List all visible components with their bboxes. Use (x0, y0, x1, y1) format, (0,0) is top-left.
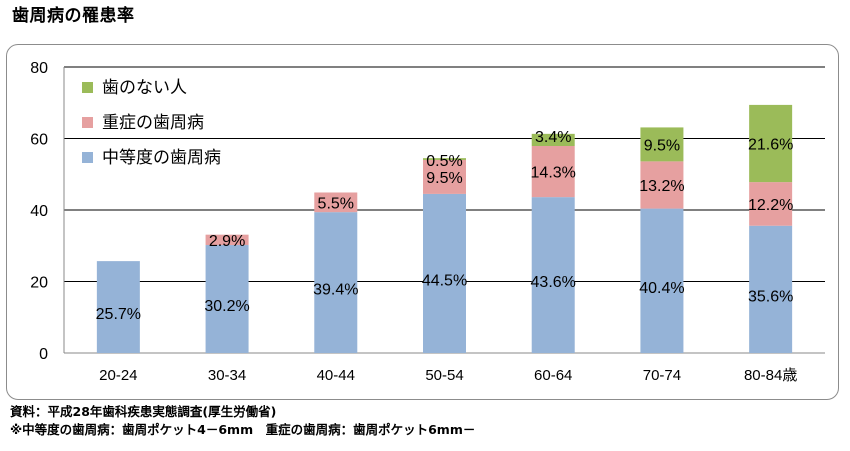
x-tick-label: 70-74 (643, 367, 681, 384)
legend-label: 重症の歯周病 (102, 113, 204, 132)
data-label: 43.6% (531, 274, 576, 291)
legend-swatch (82, 117, 93, 128)
source-note: 資料：平成28年歯科疾患実態調査(厚生労働省) (10, 404, 277, 419)
data-label: 21.6% (748, 137, 793, 154)
x-tick-label: 30-34 (208, 367, 246, 384)
legend-swatch (82, 82, 93, 93)
legend-swatch (82, 152, 93, 163)
x-tick-label: 50-54 (425, 367, 463, 384)
bar-segment (314, 192, 358, 213)
y-tick-label: 80 (30, 60, 48, 77)
bar-segment (531, 197, 575, 353)
x-tick-label: 60-64 (534, 367, 572, 384)
bar-segment (423, 159, 466, 194)
y-tick-label: 0 (39, 346, 48, 363)
bar-segment (423, 158, 466, 160)
bar-segment (531, 133, 575, 147)
data-label: 9.5% (426, 170, 462, 187)
data-label: 35.6% (748, 288, 793, 305)
bar-segment (205, 234, 249, 246)
bar-segment (423, 193, 466, 353)
data-label: 39.4% (313, 282, 358, 299)
bar-segment (749, 104, 793, 183)
data-label: 12.2% (748, 197, 793, 214)
data-label: 40.4% (639, 280, 684, 297)
data-label: 2.9% (209, 233, 245, 250)
bar-segment (531, 146, 575, 198)
data-label: 25.7% (96, 306, 141, 323)
chart-frame: 0 20 40 60 80 20-24 30-34 40-44 50-54 60-64 70-74 8… (6, 44, 839, 400)
legend-label: 中等度の歯周病 (102, 148, 221, 167)
stacked-bar-chart: 0 20 40 60 80 20-24 30-34 40-44 50-54 60-64 70-74 8… (30, 60, 825, 384)
legend-label: 歯のない人 (102, 78, 187, 97)
bar-segment (205, 245, 249, 353)
bar-segment (314, 212, 358, 353)
data-label: 14.3% (531, 165, 576, 182)
bar-segment (640, 161, 684, 209)
bar-segment (640, 208, 684, 353)
data-label: 0.5% (426, 153, 462, 170)
x-tick-label: 40-44 (317, 367, 355, 384)
x-tick-label: 20-24 (99, 367, 137, 384)
y-tick-label: 60 (30, 132, 48, 149)
x-tick-label: 80-84歳 (744, 367, 797, 384)
data-label: 3.4% (535, 129, 571, 146)
bar-segment (749, 225, 793, 353)
y-tick-label: 20 (30, 275, 48, 292)
bar-segment (640, 127, 684, 162)
data-label: 30.2% (204, 298, 249, 315)
y-tick-label: 40 (30, 203, 48, 220)
data-label: 44.5% (422, 272, 467, 289)
footnotes: 資料：平成28年歯科疾患実態調査(厚生労働省) ※中等度の歯周病：歯周ポケット4… (10, 403, 475, 439)
definition-note: ※中等度の歯周病：歯周ポケット4－6mm 重症の歯周病：歯周ポケット6mm－ (10, 422, 476, 437)
data-label: 13.2% (639, 178, 684, 195)
bar-segment (749, 182, 793, 226)
bar-segment (96, 261, 140, 353)
chart-title: 歯周病の罹患率 (12, 6, 135, 26)
data-label: 9.5% (644, 137, 680, 154)
data-label: 5.5% (318, 195, 354, 212)
